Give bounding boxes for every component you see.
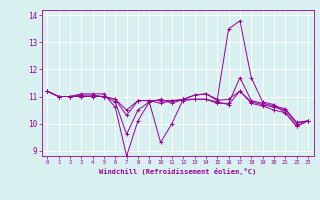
X-axis label: Windchill (Refroidissement éolien,°C): Windchill (Refroidissement éolien,°C) <box>99 168 256 175</box>
